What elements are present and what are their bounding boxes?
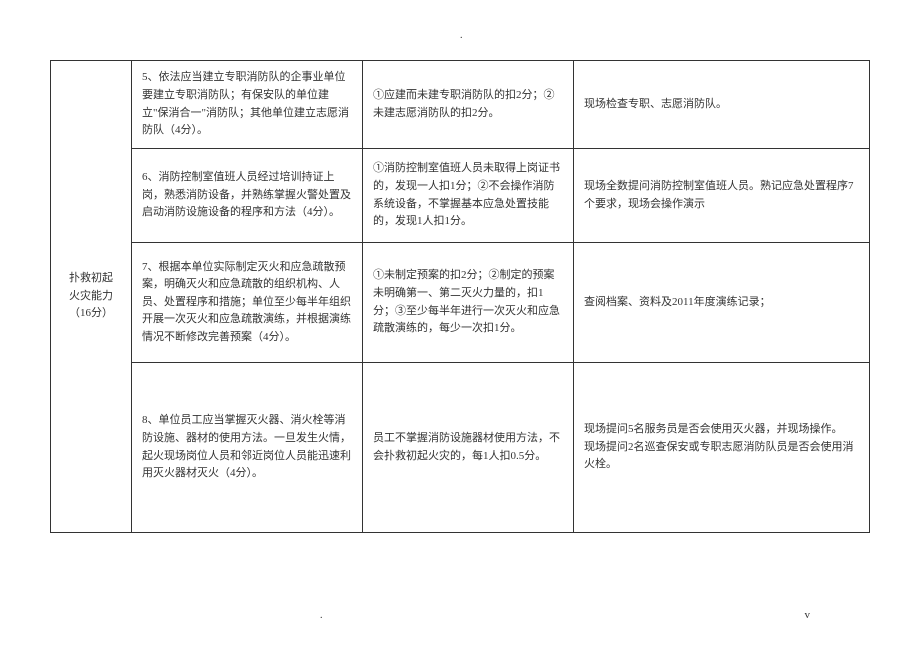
criteria-cell: ①未制定预案的扣2分；②制定的预案未明确第一、第二灭火力量的，扣1分；③至少每半… (363, 243, 574, 363)
method-cell: 现场提问5名服务员是否会使用灭火器，并现场操作。 现场提问2名巡查保安或专职志愿… (574, 363, 870, 533)
table-row: 扑救初起 火灾能力 （16分） 5、依法应当建立专职消防队的企事业单位要建立专职… (51, 61, 870, 149)
top-dot-mark: . (460, 30, 463, 41)
bottom-dot-mark: . (320, 610, 323, 621)
table-row: 6、消防控制室值班人员经过培训持证上岗，熟悉消防设备，并熟练掌握火警处置及启动消… (51, 149, 870, 243)
item-cell: 7、根据本单位实际制定灭火和应急疏散预案，明确灭火和应急疏散的组织机构、人员、处… (132, 243, 363, 363)
category-line: 火灾能力 (69, 290, 113, 302)
criteria-cell: ①应建而未建专职消防队的扣2分；②未建志愿消防队的扣2分。 (363, 61, 574, 149)
category-line: （16分） (69, 307, 113, 319)
category-cell: 扑救初起 火灾能力 （16分） (51, 61, 132, 533)
method-cell: 现场全数提问消防控制室值班人员。熟记应急处置程序7个要求，现场会操作演示 (574, 149, 870, 243)
item-cell: 6、消防控制室值班人员经过培训持证上岗，熟悉消防设备，并熟练掌握火警处置及启动消… (132, 149, 363, 243)
method-cell: 现场检查专职、志愿消防队。 (574, 61, 870, 149)
v-mark: v (805, 609, 811, 621)
table-row: 7、根据本单位实际制定灭火和应急疏散预案，明确灭火和应急疏散的组织机构、人员、处… (51, 243, 870, 363)
assessment-table: 扑救初起 火灾能力 （16分） 5、依法应当建立专职消防队的企事业单位要建立专职… (50, 60, 870, 533)
category-line: 扑救初起 (69, 272, 113, 284)
criteria-cell: ①消防控制室值班人员未取得上岗证书的，发现一人扣1分；②不会操作消防系统设备，不… (363, 149, 574, 243)
criteria-cell: 员工不掌握消防设施器材使用方法，不会扑救初起火灾的，每1人扣0.5分。 (363, 363, 574, 533)
page-container: . 扑救初起 火灾能力 （16分） 5、依法应当建立专职消防队的企事业单位要建立… (0, 0, 920, 651)
method-cell: 查阅档案、资料及2011年度演练记录； (574, 243, 870, 363)
item-cell: 5、依法应当建立专职消防队的企事业单位要建立专职消防队；有保安队的单位建立"保消… (132, 61, 363, 149)
item-cell: 8、单位员工应当掌握灭火器、消火栓等消防设施、器材的使用方法。一旦发生火情，起火… (132, 363, 363, 533)
table-row: 8、单位员工应当掌握灭火器、消火栓等消防设施、器材的使用方法。一旦发生火情，起火… (51, 363, 870, 533)
method-text: 现场提问5名服务员是否会使用灭火器，并现场操作。 现场提问2名巡查保安或专职志愿… (584, 423, 854, 470)
